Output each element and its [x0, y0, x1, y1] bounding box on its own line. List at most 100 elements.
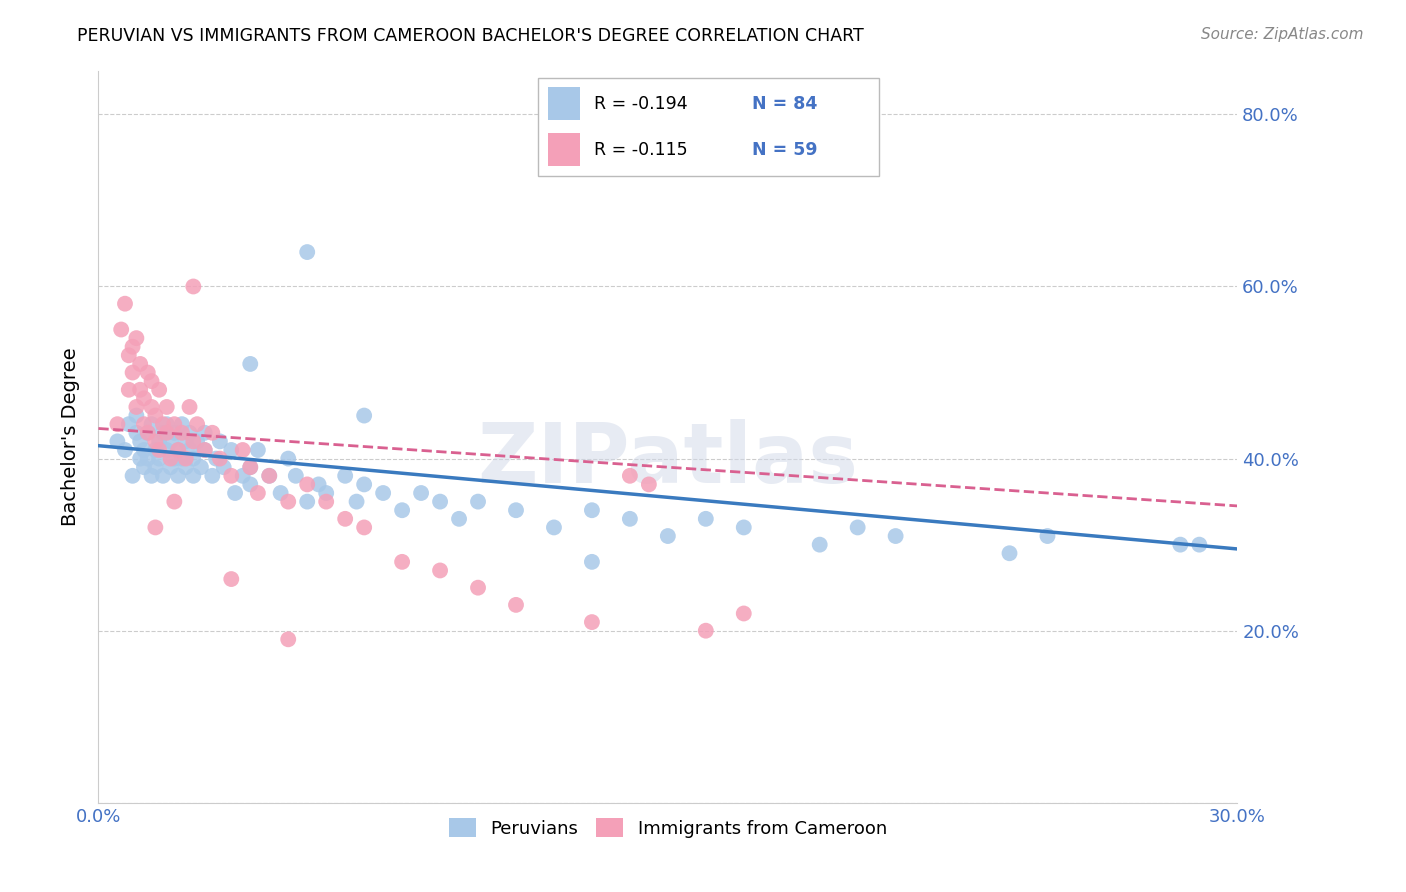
Point — [163, 417, 186, 432]
Point — [156, 442, 179, 457]
Point — [148, 383, 170, 397]
Point — [391, 555, 413, 569]
Point — [201, 425, 224, 440]
Point — [695, 512, 717, 526]
Point — [121, 366, 143, 380]
FancyBboxPatch shape — [548, 87, 581, 120]
Point — [505, 598, 527, 612]
Text: N = 59: N = 59 — [752, 141, 818, 159]
Point — [183, 434, 205, 449]
Point — [145, 442, 167, 457]
Point — [129, 434, 152, 449]
Point — [297, 245, 319, 260]
Point — [114, 296, 136, 310]
Point — [657, 529, 679, 543]
Point — [315, 494, 337, 508]
Point — [733, 520, 755, 534]
Point — [467, 581, 489, 595]
Point — [114, 442, 136, 457]
Point — [391, 503, 413, 517]
Point — [194, 442, 217, 457]
Point — [107, 417, 129, 432]
Point — [125, 400, 148, 414]
Point — [179, 425, 201, 440]
Point — [239, 460, 262, 475]
Point — [167, 442, 190, 457]
Point — [156, 417, 179, 432]
Point — [163, 494, 186, 508]
Point — [297, 477, 319, 491]
Point — [467, 494, 489, 508]
Point — [194, 425, 217, 440]
Point — [110, 322, 132, 336]
Point — [159, 434, 181, 449]
Point — [121, 340, 143, 354]
Point — [808, 538, 831, 552]
Point — [1188, 538, 1211, 552]
Point — [259, 468, 281, 483]
Point — [121, 468, 143, 483]
Text: PERUVIAN VS IMMIGRANTS FROM CAMEROON BACHELOR'S DEGREE CORRELATION CHART: PERUVIAN VS IMMIGRANTS FROM CAMEROON BAC… — [77, 27, 865, 45]
Point — [145, 460, 167, 475]
Point — [179, 400, 201, 414]
Point — [125, 409, 148, 423]
Point — [371, 486, 394, 500]
Point — [125, 331, 148, 345]
Point — [353, 520, 375, 534]
Legend: Peruvians, Immigrants from Cameroon: Peruvians, Immigrants from Cameroon — [441, 811, 894, 845]
Point — [145, 409, 167, 423]
Point — [141, 374, 163, 388]
Point — [163, 425, 186, 440]
Point — [141, 468, 163, 483]
Point — [695, 624, 717, 638]
Point — [136, 366, 159, 380]
Y-axis label: Bachelor's Degree: Bachelor's Degree — [60, 348, 80, 526]
Point — [581, 555, 603, 569]
Point — [232, 468, 254, 483]
Point — [129, 451, 152, 466]
Point — [335, 512, 357, 526]
Point — [308, 477, 330, 491]
Point — [733, 607, 755, 621]
Point — [132, 392, 155, 406]
Point — [145, 520, 167, 534]
Point — [277, 494, 299, 508]
Point — [884, 529, 907, 543]
Point — [148, 451, 170, 466]
Point — [411, 486, 433, 500]
Point — [1036, 529, 1059, 543]
Point — [148, 434, 170, 449]
Point — [170, 451, 193, 466]
Point — [174, 460, 197, 475]
Point — [118, 417, 141, 432]
Point — [152, 425, 174, 440]
Point — [246, 442, 269, 457]
Point — [186, 417, 208, 432]
FancyBboxPatch shape — [537, 78, 879, 177]
Point — [998, 546, 1021, 560]
Point — [136, 451, 159, 466]
Point — [194, 442, 217, 457]
Text: ZIPatlas: ZIPatlas — [478, 418, 858, 500]
Point — [190, 460, 212, 475]
Point — [179, 442, 201, 457]
Point — [259, 468, 281, 483]
Point — [239, 460, 262, 475]
Point — [543, 520, 565, 534]
Point — [174, 434, 197, 449]
Point — [125, 425, 148, 440]
Point — [174, 451, 197, 466]
Point — [159, 460, 181, 475]
Point — [186, 434, 208, 449]
Point — [619, 512, 641, 526]
Point — [232, 442, 254, 457]
Point — [183, 451, 205, 466]
Point — [170, 417, 193, 432]
Point — [183, 279, 205, 293]
Point — [221, 442, 243, 457]
Point — [581, 503, 603, 517]
Point — [270, 486, 292, 500]
Point — [205, 451, 228, 466]
Point — [429, 494, 451, 508]
Point — [239, 477, 262, 491]
